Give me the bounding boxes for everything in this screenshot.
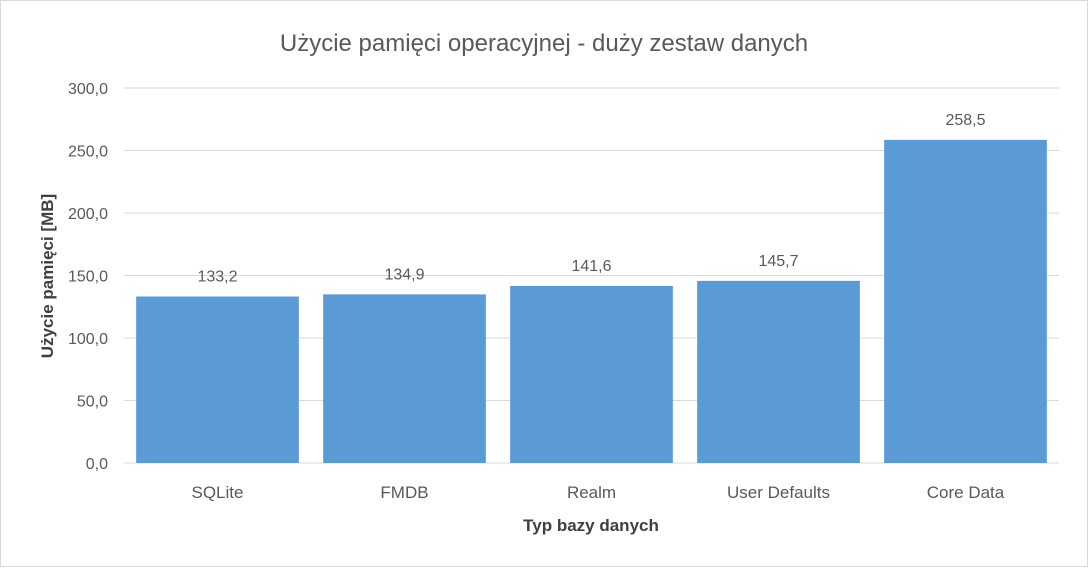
bar xyxy=(510,286,673,463)
chart-title: Użycie pamięci operacyjnej - duży zestaw… xyxy=(280,30,808,57)
bar xyxy=(697,280,860,463)
x-axis-tick-labels: SQLite FMDB Realm User Defaults Core Data xyxy=(192,483,1005,502)
x-tick-label: Realm xyxy=(567,483,616,502)
y-axis-tick-labels: 0,0 50,0 100,0 150,0 200,0 250,0 300,0 xyxy=(68,81,108,473)
data-label: 145,7 xyxy=(758,253,798,270)
bar xyxy=(884,139,1047,463)
x-tick-label: SQLite xyxy=(192,483,244,502)
x-axis-title: Typ bazy danych xyxy=(523,516,659,535)
y-tick-label: 300,0 xyxy=(68,81,108,98)
x-tick-label: FMDB xyxy=(380,483,428,502)
y-tick-label: 0,0 xyxy=(86,456,108,473)
data-label: 133,2 xyxy=(197,269,237,286)
data-labels: 133,2 134,9 141,6 145,7 258,5 xyxy=(197,112,985,286)
y-tick-label: 200,0 xyxy=(68,206,108,223)
x-tick-label: Core Data xyxy=(927,483,1005,502)
x-tick-label: User Defaults xyxy=(727,483,830,502)
bars xyxy=(136,139,1047,463)
y-tick-label: 100,0 xyxy=(68,331,108,348)
y-axis-title: Użycie pamięci [MB] xyxy=(38,194,57,358)
y-tick-label: 150,0 xyxy=(68,269,108,286)
y-tick-label: 250,0 xyxy=(68,144,108,161)
bar xyxy=(323,294,486,463)
data-label: 258,5 xyxy=(945,112,985,129)
data-label: 141,6 xyxy=(571,258,611,275)
bar xyxy=(136,296,299,463)
y-tick-label: 50,0 xyxy=(77,394,108,411)
data-label: 134,9 xyxy=(384,266,424,283)
